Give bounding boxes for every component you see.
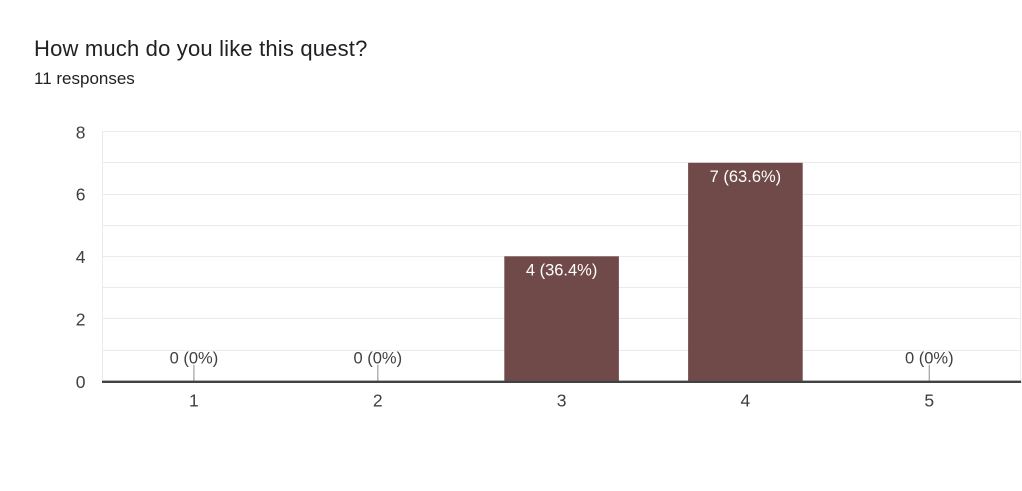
svg-text:0 (0%): 0 (0%): [170, 349, 219, 367]
svg-text:0 (0%): 0 (0%): [905, 349, 954, 367]
svg-text:2: 2: [373, 390, 383, 410]
svg-text:5: 5: [924, 390, 934, 410]
svg-text:4: 4: [741, 390, 751, 410]
svg-text:0: 0: [76, 372, 86, 392]
svg-text:1: 1: [189, 390, 199, 410]
svg-text:0 (0%): 0 (0%): [353, 349, 402, 367]
svg-text:3: 3: [557, 390, 567, 410]
svg-text:11 responses: 11 responses: [34, 69, 135, 88]
svg-text:7 (63.6%): 7 (63.6%): [710, 168, 782, 186]
svg-text:4: 4: [76, 247, 86, 267]
svg-text:4 (36.4%): 4 (36.4%): [526, 262, 598, 280]
svg-text:8: 8: [76, 122, 86, 142]
svg-text:How much do you like this ques: How much do you like this quest?: [34, 36, 367, 61]
svg-text:2: 2: [76, 309, 86, 329]
svg-text:6: 6: [76, 185, 86, 205]
